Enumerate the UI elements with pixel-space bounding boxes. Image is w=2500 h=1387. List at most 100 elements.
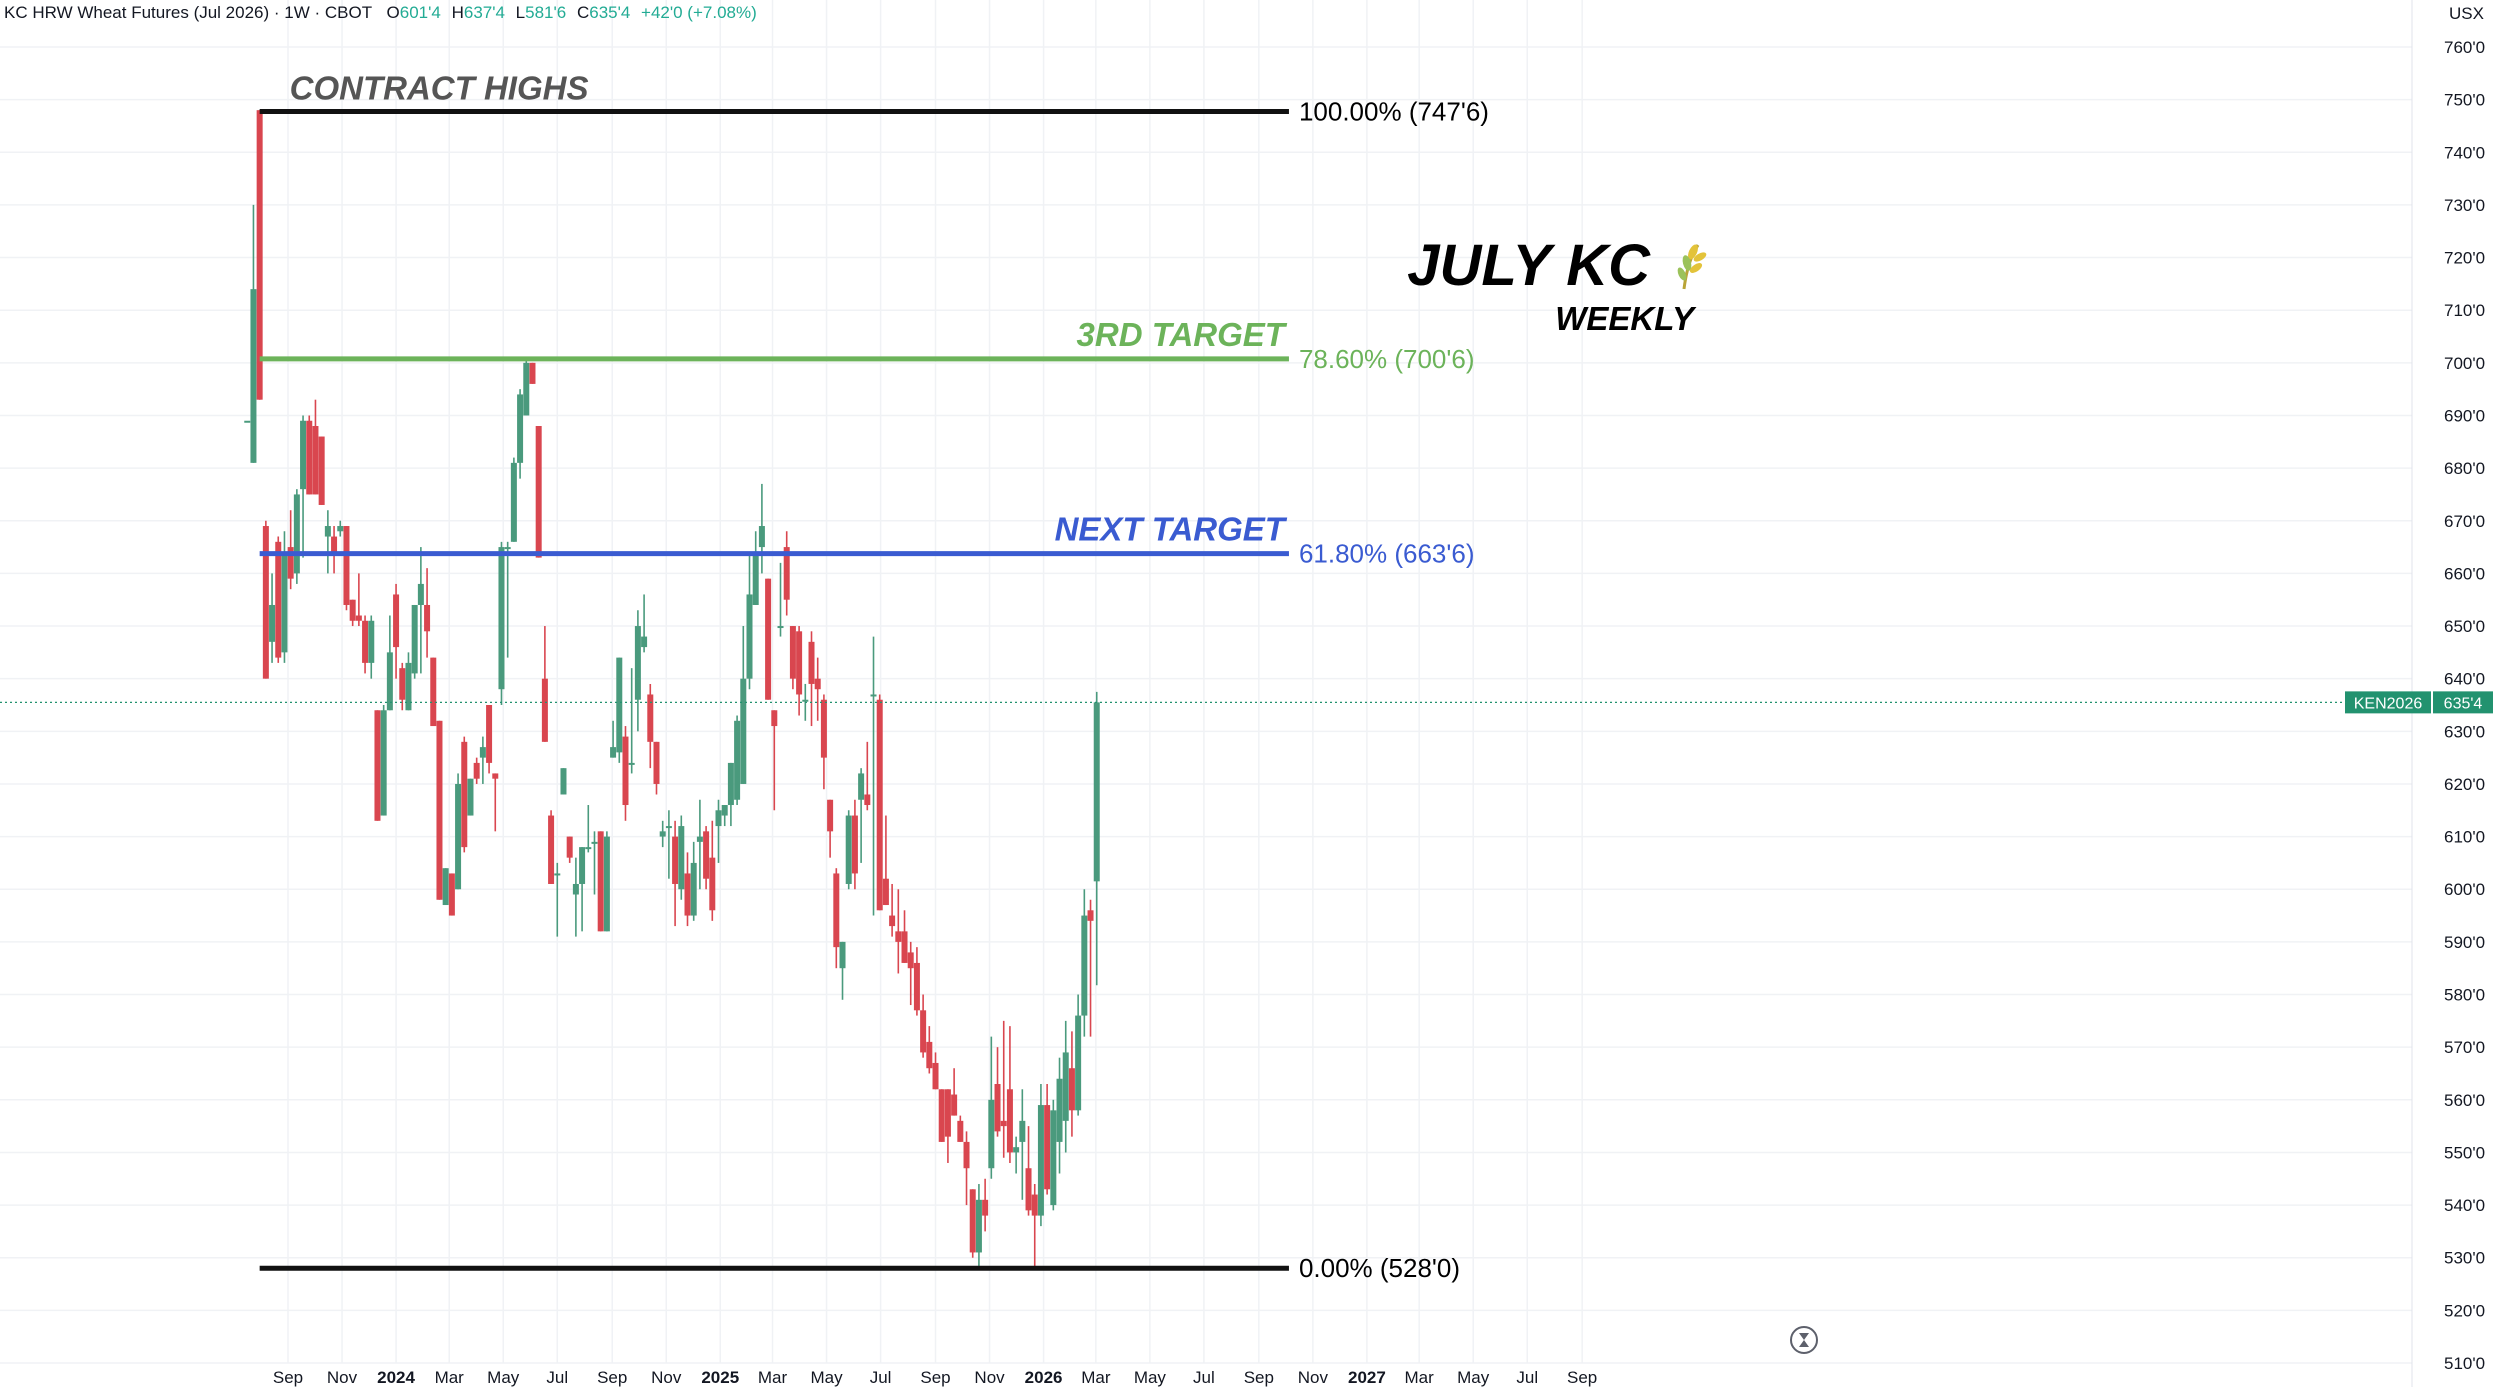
- candle: [789, 626, 796, 690]
- candle: [944, 1089, 951, 1163]
- candle-body: [765, 578, 772, 700]
- candle-body: [504, 547, 511, 550]
- x-tick-label: Sep: [273, 1368, 303, 1387]
- candle: [442, 868, 449, 906]
- candle: [696, 799, 703, 890]
- candle: [982, 1178, 989, 1232]
- candle: [337, 520, 344, 537]
- x-tick-label: May: [1457, 1368, 1490, 1387]
- candle-body: [417, 583, 424, 605]
- candle: [969, 1189, 976, 1258]
- candle-body: [740, 678, 747, 784]
- candle: [591, 831, 598, 895]
- symbol-title[interactable]: KC HRW Wheat Futures (Jul 2026) · 1W · C…: [4, 3, 372, 22]
- candle-body: [827, 799, 834, 832]
- open-value: 601'4: [399, 3, 441, 22]
- candle-body: [901, 931, 908, 963]
- candle-body: [455, 783, 462, 890]
- candle: [975, 1184, 982, 1269]
- currency-label[interactable]: USX: [2449, 4, 2484, 23]
- candles: [244, 110, 1100, 1269]
- candle-body: [566, 836, 573, 858]
- candle-body: [653, 741, 660, 784]
- candle-body: [963, 1141, 970, 1169]
- y-tick-label: 610'0: [2444, 828, 2485, 847]
- candle-body: [287, 547, 294, 579]
- candle: [1050, 1099, 1057, 1211]
- x-tick-label: Nov: [974, 1368, 1005, 1387]
- candle-body: [727, 762, 734, 806]
- candle: [814, 657, 821, 721]
- candle-body: [349, 599, 356, 621]
- candle-body: [1044, 1105, 1051, 1190]
- candle: [473, 757, 480, 784]
- candle: [597, 831, 604, 932]
- candle: [740, 626, 747, 784]
- candle-body: [870, 694, 877, 697]
- candle-body: [709, 857, 716, 911]
- candle-body: [560, 768, 567, 795]
- candle-body: [647, 694, 654, 742]
- candle-body: [424, 604, 431, 632]
- candle: [641, 594, 648, 653]
- candle-body: [368, 620, 375, 663]
- y-tick-label: 540'0: [2444, 1196, 2485, 1215]
- candle-body: [913, 962, 920, 1011]
- y-tick-label: 560'0: [2444, 1091, 2485, 1110]
- candle: [715, 799, 722, 863]
- candle: [994, 1047, 1001, 1137]
- candle-body: [523, 362, 530, 416]
- candle: [665, 810, 672, 879]
- candle: [386, 615, 393, 711]
- candle: [510, 457, 517, 542]
- candle-body: [448, 873, 455, 916]
- candle-body: [796, 631, 803, 695]
- x-tick-label: 2027: [1348, 1368, 1386, 1387]
- candle: [1031, 1184, 1038, 1269]
- candle: [579, 847, 586, 932]
- x-tick-label: Mar: [758, 1368, 788, 1387]
- price-axis[interactable]: 760'0 750'0 740'0 730'0 720'0 710'0 700'0 690'0…: [2444, 38, 2485, 1373]
- candle: [1006, 1026, 1013, 1163]
- candle: [368, 615, 375, 679]
- candle: [300, 415, 307, 558]
- candle-body: [1006, 1089, 1013, 1153]
- candle: [913, 947, 920, 1016]
- last-price-tag: KEN2026 635'4: [0, 691, 2493, 714]
- candle: [895, 889, 902, 974]
- x-tick-label: Nov: [651, 1368, 682, 1387]
- replay-icon[interactable]: [1790, 1326, 1818, 1354]
- candle: [690, 841, 697, 921]
- y-tick-label: 510'0: [2444, 1354, 2485, 1373]
- price-tag-bg: [2433, 691, 2493, 714]
- open-label: O: [386, 3, 400, 22]
- candle: [1019, 1089, 1026, 1200]
- y-tick-label: 720'0: [2444, 249, 2485, 268]
- candle-body: [355, 615, 362, 621]
- candle: [262, 520, 269, 679]
- candle-body: [1025, 1168, 1032, 1211]
- candle: [535, 426, 542, 558]
- candle: [808, 631, 815, 727]
- y-tick-label: 570'0: [2444, 1038, 2485, 1057]
- candle-body: [517, 394, 524, 463]
- candle-body: [1062, 1052, 1069, 1121]
- candle-body: [703, 831, 710, 879]
- candle-body: [771, 710, 778, 727]
- candle-body: [411, 604, 418, 674]
- candle-body: [1013, 1147, 1020, 1153]
- candle-body: [1019, 1120, 1026, 1142]
- candle-body: [1000, 1120, 1007, 1127]
- candle: [331, 526, 338, 574]
- candle-body: [461, 741, 468, 848]
- time-axis[interactable]: Sep Nov 2024 Mar May Jul Sep Nov 2025 Mar May Jul Se…: [273, 1368, 1597, 1387]
- candle: [858, 768, 865, 863]
- x-tick-label: Sep: [1244, 1368, 1274, 1387]
- candle-body: [839, 941, 846, 969]
- candle-body: [1050, 1110, 1057, 1206]
- candle-body: [554, 873, 561, 876]
- y-tick-label: 640'0: [2444, 670, 2485, 689]
- x-tick-label: Jul: [546, 1368, 568, 1387]
- candle-body: [467, 778, 474, 816]
